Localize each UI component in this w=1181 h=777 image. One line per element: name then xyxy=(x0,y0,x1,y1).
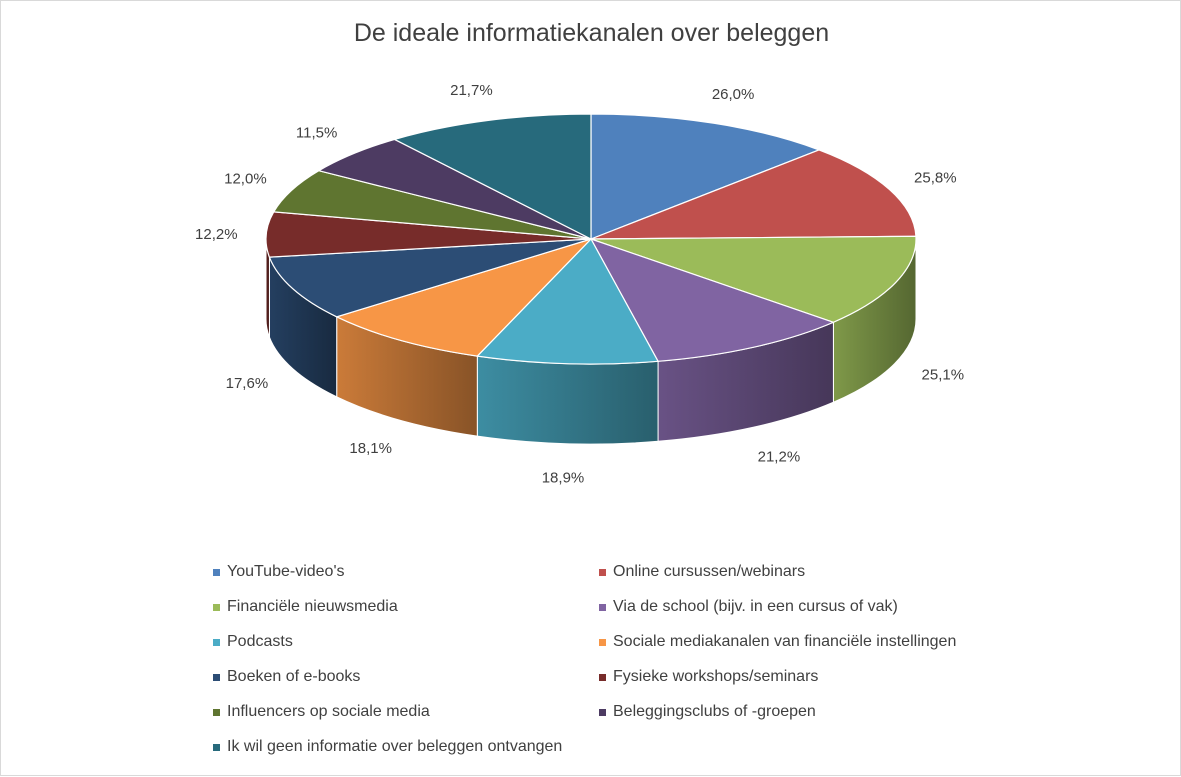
data-label: 12,0% xyxy=(224,171,267,188)
legend-item: Fysieke workshops/seminars xyxy=(599,668,818,686)
data-label: 18,9% xyxy=(542,470,585,487)
legend-item: Boeken of e-books xyxy=(213,668,360,686)
legend-label: Beleggingsclubs of -groepen xyxy=(613,703,816,720)
legend-item: Via de school (bijv. in een cursus of va… xyxy=(599,598,898,616)
data-label: 18,1% xyxy=(349,440,392,457)
legend-label: Via de school (bijv. in een cursus of va… xyxy=(613,598,898,615)
pie-slice xyxy=(590,235,917,323)
data-label: 25,8% xyxy=(914,169,957,186)
legend-item: Ik wil geen informatie over beleggen ont… xyxy=(213,738,562,756)
data-label: 26,0% xyxy=(712,86,755,103)
pie-slice xyxy=(392,113,592,240)
legend-label: Online cursussen/webinars xyxy=(613,563,806,580)
legend-swatch xyxy=(213,673,220,681)
pie-slice xyxy=(335,238,592,357)
pie-slice xyxy=(268,238,592,318)
legend-label: Ik wil geen informatie over beleggen ont… xyxy=(227,738,563,755)
legend-swatch xyxy=(599,568,606,576)
pie-slice xyxy=(590,113,821,240)
pie-slice xyxy=(476,237,660,365)
legend-item: Podcasts xyxy=(213,633,293,651)
legend-swatch xyxy=(599,673,606,681)
data-label: 21,7% xyxy=(450,82,493,99)
data-label: 21,2% xyxy=(758,449,801,466)
data-label: 11,5% xyxy=(296,124,337,141)
legend-swatch xyxy=(213,743,220,751)
legend-item: Online cursussen/webinars xyxy=(599,563,805,581)
chart-title: De ideale informatiekanalen over belegge… xyxy=(353,19,830,47)
legend-item: Sociale mediakanalen van financiële inst… xyxy=(599,633,956,651)
legend-swatch xyxy=(213,638,220,646)
legend-swatch xyxy=(599,638,606,646)
legend-label: Financiële nieuwsmedia xyxy=(227,598,398,615)
legend-label: Sociale mediakanalen van financiële inst… xyxy=(613,633,957,650)
legend-swatch xyxy=(213,568,220,576)
legend-label: Podcasts xyxy=(227,633,293,650)
pie-slice xyxy=(590,149,917,240)
legend-swatch xyxy=(213,708,220,716)
legend-item: YouTube-video's xyxy=(213,563,345,581)
legend-label: YouTube-video's xyxy=(227,563,345,580)
legend-label: Fysieke workshops/seminars xyxy=(613,668,819,685)
data-label: 25,1% xyxy=(922,367,965,384)
legend-label: Influencers op sociale media xyxy=(227,703,430,720)
legend-swatch xyxy=(213,603,220,611)
legend-swatch xyxy=(599,708,606,716)
pie-slice xyxy=(589,237,836,362)
legend-item: Influencers op sociale media xyxy=(213,703,430,721)
legend-item: Financiële nieuwsmedia xyxy=(213,598,398,616)
legend-item: Beleggingsclubs of -groepen xyxy=(599,703,816,721)
data-label: 12,2% xyxy=(195,226,238,243)
legend-label: Boeken of e-books xyxy=(227,668,361,685)
legend-swatch xyxy=(599,603,606,611)
data-label: 17,6% xyxy=(226,375,269,392)
